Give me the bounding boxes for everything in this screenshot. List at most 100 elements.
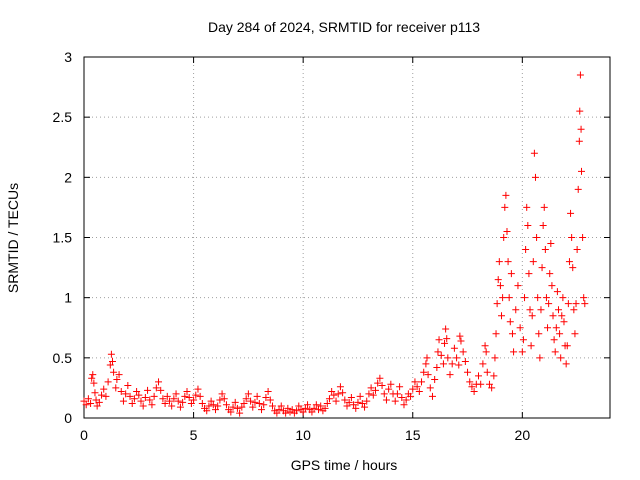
data-point bbox=[354, 398, 362, 406]
data-point bbox=[82, 401, 90, 409]
data-point bbox=[562, 360, 570, 368]
data-point bbox=[84, 395, 92, 403]
data-point bbox=[500, 234, 508, 241]
data-point bbox=[491, 354, 499, 362]
data-point bbox=[203, 407, 211, 415]
data-point bbox=[350, 401, 358, 409]
data-point bbox=[455, 361, 463, 369]
data-point bbox=[179, 398, 187, 406]
y-tick-label: 2.5 bbox=[53, 109, 73, 125]
data-point bbox=[187, 400, 195, 408]
data-point bbox=[564, 300, 572, 308]
data-point bbox=[126, 392, 134, 400]
data-point bbox=[293, 407, 301, 415]
data-point bbox=[501, 203, 509, 211]
data-point bbox=[240, 400, 248, 408]
data-point bbox=[301, 404, 309, 412]
data-point bbox=[579, 234, 587, 241]
data-point bbox=[137, 397, 145, 405]
data-point bbox=[506, 318, 514, 326]
data-point bbox=[183, 388, 191, 396]
data-point bbox=[361, 403, 369, 411]
data-point bbox=[284, 404, 292, 412]
data-point bbox=[312, 401, 320, 409]
data-point bbox=[411, 378, 419, 386]
data-point bbox=[367, 384, 375, 392]
data-point bbox=[385, 385, 393, 393]
data-point bbox=[93, 402, 101, 410]
data-point bbox=[571, 330, 579, 338]
data-point bbox=[378, 382, 386, 390]
data-point bbox=[139, 402, 147, 410]
data-point bbox=[172, 390, 180, 398]
data-point bbox=[522, 246, 530, 254]
data-point bbox=[519, 336, 527, 344]
data-point bbox=[537, 306, 545, 314]
data-point bbox=[552, 324, 560, 332]
data-point bbox=[518, 348, 526, 356]
data-point bbox=[330, 391, 338, 399]
data-point bbox=[288, 406, 296, 414]
data-point bbox=[493, 300, 501, 308]
data-point bbox=[229, 403, 237, 411]
data-point bbox=[444, 354, 452, 362]
axis-ticks: 0 5 10 15 20 0 0.5 1 1.5 2 2.5 3 bbox=[53, 49, 610, 443]
data-point bbox=[376, 374, 384, 382]
data-point bbox=[446, 371, 454, 379]
data-point bbox=[341, 396, 349, 404]
data-point bbox=[155, 378, 163, 386]
data-point bbox=[396, 383, 404, 391]
data-point bbox=[477, 380, 485, 388]
plot-frame bbox=[83, 56, 611, 419]
data-point bbox=[176, 403, 184, 411]
data-point bbox=[328, 388, 336, 396]
data-point bbox=[227, 408, 235, 416]
data-point bbox=[253, 392, 261, 400]
data-point bbox=[488, 384, 496, 392]
data-point bbox=[190, 396, 198, 404]
data-point bbox=[541, 246, 549, 254]
data-point bbox=[418, 378, 426, 386]
data-point bbox=[578, 167, 586, 175]
data-point bbox=[317, 402, 325, 410]
data-point bbox=[233, 404, 241, 412]
data-point bbox=[345, 398, 353, 406]
data-point bbox=[498, 312, 506, 320]
data-point bbox=[332, 397, 340, 405]
data-point bbox=[576, 71, 584, 79]
data-point bbox=[87, 400, 95, 408]
x-axis-label: GPS time / hours bbox=[291, 457, 398, 473]
data-point bbox=[457, 337, 465, 345]
data-point bbox=[433, 363, 441, 371]
data-point bbox=[251, 398, 259, 406]
data-point bbox=[508, 330, 516, 338]
data-point bbox=[89, 371, 97, 379]
data-point bbox=[569, 264, 577, 272]
data-point bbox=[135, 391, 143, 399]
data-point bbox=[110, 368, 118, 376]
data-point bbox=[553, 288, 561, 296]
data-point bbox=[358, 400, 366, 408]
data-point bbox=[88, 374, 96, 382]
data-point bbox=[194, 385, 202, 393]
data-point bbox=[98, 391, 106, 399]
data-point bbox=[521, 294, 529, 302]
x-tick-label: 10 bbox=[295, 427, 311, 443]
data-point bbox=[538, 264, 546, 272]
data-point bbox=[231, 398, 239, 406]
data-point bbox=[117, 388, 125, 396]
data-point bbox=[100, 385, 108, 393]
data-point bbox=[496, 282, 504, 290]
data-point bbox=[242, 395, 250, 403]
data-point bbox=[576, 107, 584, 115]
data-point bbox=[220, 395, 228, 403]
data-point bbox=[90, 379, 98, 387]
data-point bbox=[168, 402, 176, 410]
data-point bbox=[247, 397, 255, 405]
data-point bbox=[468, 383, 476, 391]
data-point bbox=[554, 306, 562, 314]
data-point bbox=[196, 392, 204, 400]
data-point bbox=[442, 325, 450, 333]
data-point bbox=[544, 324, 552, 332]
data-point bbox=[546, 270, 554, 278]
